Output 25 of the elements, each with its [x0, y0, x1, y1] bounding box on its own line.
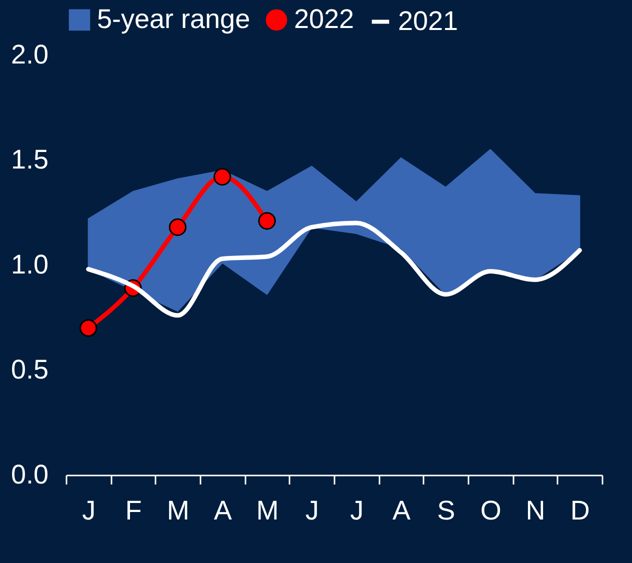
x-tick-label: F [125, 496, 142, 526]
y-tick-label: 0.5 [10, 354, 48, 384]
legend-label: 2022 [294, 4, 354, 34]
legend-label: 2021 [398, 6, 458, 36]
x-tick-label: A [214, 496, 232, 526]
legend-label: 5-year range [97, 4, 250, 34]
x-tick-label: A [392, 496, 411, 526]
x-tick-label: O [480, 496, 502, 526]
x-tick-label: S [437, 496, 456, 526]
x-tick-label: J [82, 496, 96, 526]
x-tick-label: J [305, 496, 319, 526]
point [168, 218, 186, 236]
point [258, 212, 276, 230]
x-tick-label: D [570, 496, 590, 526]
y-tick-label: 2.0 [10, 40, 48, 70]
x-tick-label: M [166, 496, 190, 526]
point [80, 319, 98, 337]
y-tick-label: 0.0 [10, 460, 48, 490]
x-tick-label: M [256, 496, 279, 526]
line-series [86, 220, 582, 318]
x-tick-label: J [350, 496, 364, 526]
y-tick-label: 1.5 [10, 144, 48, 174]
point [214, 168, 232, 186]
x-tick-label: N [526, 496, 546, 526]
y-tick-label: 1.0 [10, 250, 48, 280]
